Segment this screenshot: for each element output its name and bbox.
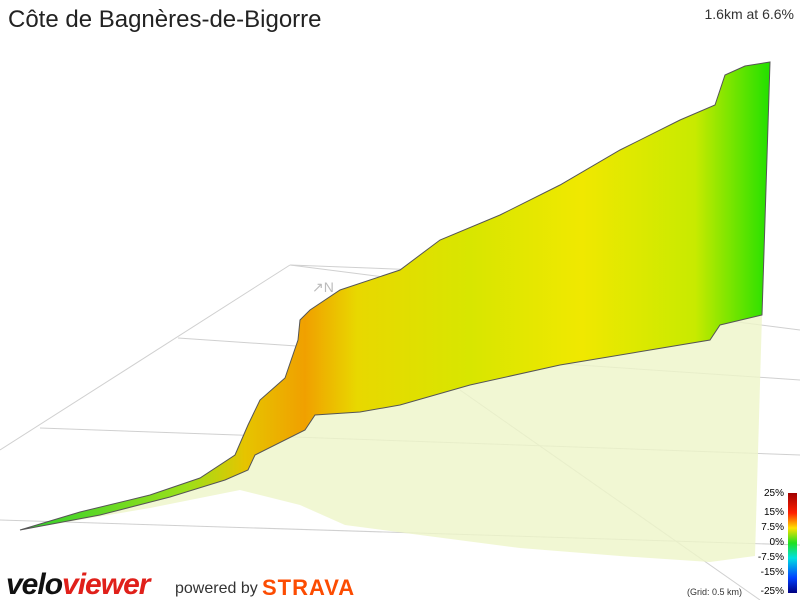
scale-label: 15% xyxy=(763,507,784,518)
strava-logo: STRAVA xyxy=(262,575,356,600)
scale-label: 7.5% xyxy=(761,522,784,533)
logo: veloviewer xyxy=(6,568,150,600)
title: Côte de Bagnères-de-Bigorre xyxy=(8,6,322,33)
scale-label: 25% xyxy=(763,488,784,499)
logo-velo: velo xyxy=(6,568,63,600)
scale-label: -15% xyxy=(760,567,784,578)
north-arrow: ↗N xyxy=(312,279,334,295)
grid-note: (Grid: 0.5 km) xyxy=(686,587,742,597)
scale-label: -25% xyxy=(760,586,784,597)
shadow xyxy=(20,315,762,562)
gradient-scale xyxy=(788,493,797,593)
powered-by: powered by xyxy=(175,580,258,597)
logo-viewer: viewer xyxy=(62,568,150,600)
scale-label: -7.5% xyxy=(757,552,784,563)
scale-label: 0% xyxy=(769,537,784,548)
summary: 1.6km at 6.6% xyxy=(704,6,795,22)
elevation-wall xyxy=(19,61,771,531)
